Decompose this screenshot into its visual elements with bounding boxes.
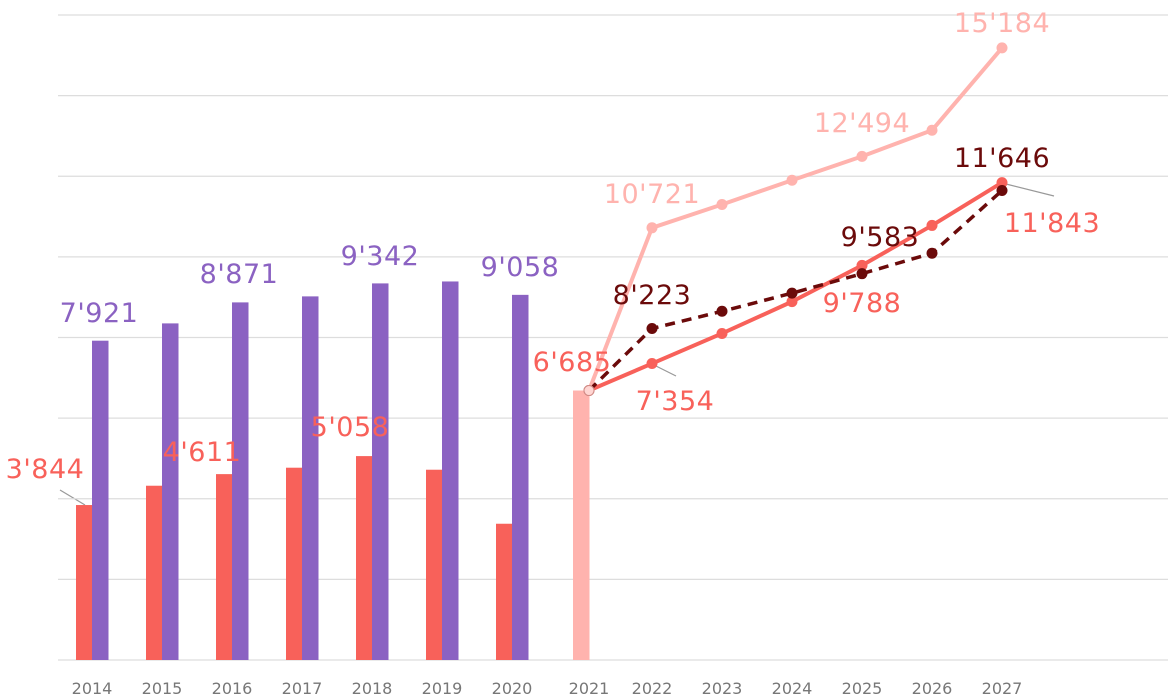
point bbox=[786, 287, 798, 299]
point bbox=[996, 185, 1008, 197]
point bbox=[856, 150, 868, 162]
leader-line bbox=[59, 489, 86, 506]
point bbox=[996, 42, 1008, 54]
x-tick-label: 2015 bbox=[142, 679, 183, 698]
data-label: 11'843 bbox=[1004, 208, 1100, 239]
x-tick-label: 2019 bbox=[422, 679, 463, 698]
data-label: 7'921 bbox=[60, 298, 139, 329]
bar bbox=[232, 302, 249, 660]
point bbox=[583, 385, 595, 397]
bar bbox=[512, 294, 529, 660]
x-tick-label: 2022 bbox=[632, 679, 673, 698]
bar bbox=[442, 281, 459, 660]
data-label: 9'058 bbox=[481, 252, 560, 283]
x-tick-label: 2027 bbox=[982, 679, 1023, 698]
x-tick-label: 2023 bbox=[702, 679, 743, 698]
x-tick-label: 2016 bbox=[212, 679, 253, 698]
point bbox=[926, 219, 938, 231]
x-tick-label: 2018 bbox=[352, 679, 393, 698]
data-label: 3'844 bbox=[6, 454, 85, 485]
point bbox=[646, 323, 658, 335]
data-label: 9'788 bbox=[823, 288, 902, 319]
data-label: 4'611 bbox=[163, 437, 242, 468]
bar bbox=[573, 390, 590, 660]
x-tick-label: 2020 bbox=[492, 679, 533, 698]
point bbox=[926, 124, 938, 136]
point bbox=[996, 177, 1008, 189]
bar bbox=[372, 283, 389, 660]
point bbox=[856, 268, 868, 280]
x-tick-label: 2021 bbox=[569, 679, 610, 698]
data-label: 9'342 bbox=[341, 241, 420, 272]
point bbox=[716, 198, 728, 210]
bar bbox=[216, 474, 233, 660]
bar bbox=[146, 485, 163, 660]
x-tick-label: 2014 bbox=[72, 679, 113, 698]
leader-line bbox=[1001, 182, 1055, 197]
data-label: 6'685 bbox=[533, 347, 612, 378]
x-tick-label: 2017 bbox=[282, 679, 323, 698]
data-label: 7'354 bbox=[636, 386, 715, 417]
bar bbox=[496, 523, 513, 660]
bar bbox=[426, 469, 443, 660]
bar bbox=[286, 467, 303, 660]
data-label: 11'646 bbox=[954, 143, 1050, 174]
point bbox=[856, 259, 868, 271]
point bbox=[926, 247, 938, 259]
bar bbox=[92, 340, 109, 660]
point bbox=[716, 327, 728, 339]
data-label: 8'871 bbox=[200, 259, 279, 290]
data-label: 15'184 bbox=[954, 8, 1050, 39]
bar bbox=[162, 323, 179, 660]
data-label: 8'223 bbox=[613, 280, 692, 311]
bar bbox=[302, 296, 319, 660]
data-label: 12'494 bbox=[814, 108, 910, 139]
data-label: 10'721 bbox=[604, 179, 700, 210]
bar bbox=[76, 505, 93, 660]
point bbox=[646, 222, 658, 234]
data-label: 5'058 bbox=[311, 412, 390, 443]
x-tick-label: 2026 bbox=[912, 679, 953, 698]
point bbox=[786, 174, 798, 186]
point bbox=[786, 296, 798, 308]
point bbox=[646, 358, 658, 370]
point bbox=[716, 305, 728, 317]
x-tick-label: 2025 bbox=[842, 679, 883, 698]
bar bbox=[356, 456, 373, 660]
x-tick-label: 2024 bbox=[772, 679, 813, 698]
data-label: 9'583 bbox=[841, 222, 920, 253]
